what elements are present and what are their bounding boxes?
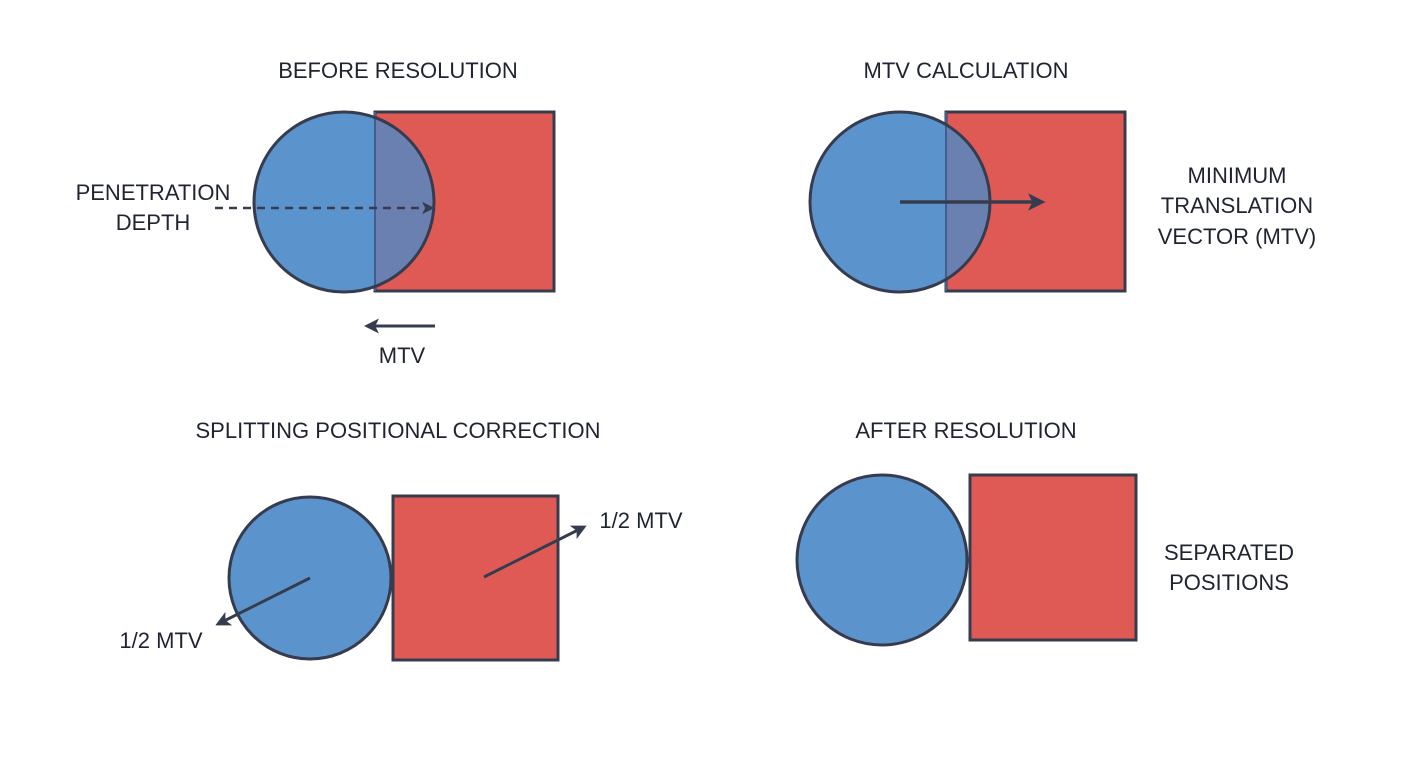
square-shape [391,494,560,662]
mtv-label-line1: MINIMUM [1188,163,1287,188]
half-mtv-label-right: 1/2 MTV [599,508,682,533]
panel-title: MTV CALCULATION [864,58,1069,83]
mtv-label-line2: TRANSLATION [1161,193,1313,218]
separated-label: SEPARATED [1164,540,1294,565]
mtv-label-line3: VECTOR (MTV) [1158,224,1316,249]
panel-before-resolution: BEFORE RESOLUTION PENETRATION DEPTH MTV [76,58,556,368]
circle-shape [795,473,969,647]
panel-splitting-correction: SPLITTING POSITIONAL CORRECTION 1/2 MTV … [119,418,683,662]
half-mtv-label-left: 1/2 MTV [119,628,202,653]
panel-title: AFTER RESOLUTION [855,418,1076,443]
positions-label: POSITIONS [1169,570,1289,595]
overlap-region [375,117,434,287]
penetration-label: PENETRATION [76,180,231,205]
half-mtv-arrow-square [483,525,587,579]
square-shape [968,473,1138,642]
half-mtv-arrow-circle [215,576,311,626]
panel-title: BEFORE RESOLUTION [278,58,518,83]
depth-label: DEPTH [116,210,191,235]
mtv-label: MTV [379,343,426,368]
panel-title: SPLITTING POSITIONAL CORRECTION [195,418,600,443]
panel-after-resolution: AFTER RESOLUTION SEPARATED POSITIONS [795,418,1294,647]
panel-mtv-calculation: MTV CALCULATION MINIMUM TRANSLATION VECT… [808,58,1316,294]
